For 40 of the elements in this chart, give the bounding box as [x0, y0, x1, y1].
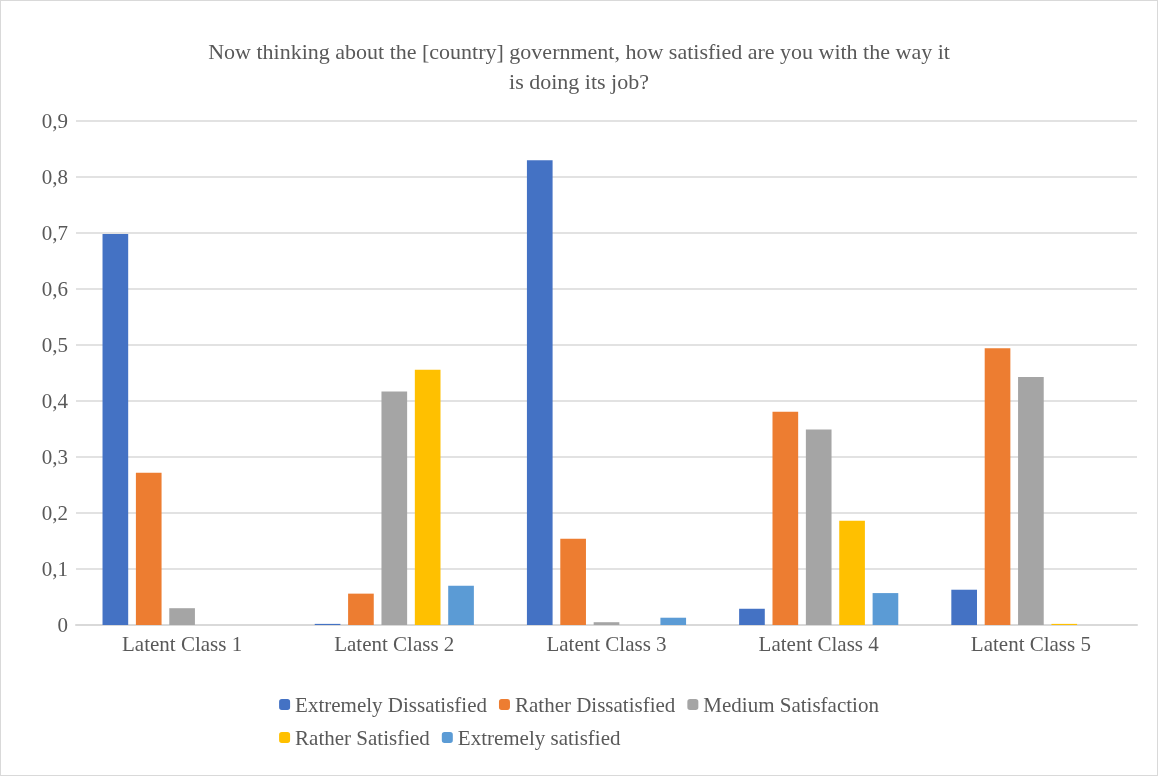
y-tick-label: 0 — [57, 613, 68, 637]
bar — [805, 429, 832, 625]
x-tick-label: Latent Class 1 — [122, 631, 243, 656]
x-tick-label: Latent Class 2 — [334, 631, 455, 656]
bar — [135, 472, 162, 625]
legend-label: Rather Satisfied — [295, 725, 431, 750]
x-tick-label: Latent Class 3 — [546, 631, 667, 656]
bar — [984, 348, 1011, 625]
legend-label: Rather Dissatisfied — [514, 692, 676, 717]
bar — [169, 608, 195, 625]
bar — [593, 622, 620, 625]
bar — [414, 369, 441, 625]
chart-title: Now thinking about the [country] government, how satisfied are you with the way it is doing its job? — [208, 38, 950, 94]
y-tick-label: 0,9 — [41, 109, 68, 133]
bar — [102, 234, 129, 625]
bar — [739, 608, 765, 625]
y-tick-label: 0,5 — [41, 333, 68, 357]
y-tick-label: 0,8 — [41, 165, 68, 189]
y-tick-label: 0,4 — [41, 389, 69, 413]
legend-label: Medium Satisfaction — [703, 692, 880, 717]
bar — [381, 391, 408, 625]
x-tick-label: Latent Class 5 — [970, 631, 1091, 656]
legend-label: Extremely Dissatisfied — [295, 692, 488, 717]
bar — [951, 589, 977, 625]
y-tick-label: 0,3 — [41, 445, 68, 469]
bar — [872, 593, 899, 625]
bar — [348, 593, 374, 625]
bar — [1018, 376, 1044, 625]
y-tick-label: 0,2 — [41, 501, 68, 525]
bar — [772, 411, 799, 625]
bar — [526, 160, 553, 625]
y-tick-label: 0,1 — [41, 557, 68, 581]
y-tick-label: 0,6 — [41, 277, 68, 301]
bar — [448, 585, 474, 625]
y-tick-label: 0,7 — [41, 221, 68, 245]
bar — [560, 538, 586, 625]
x-tick-label: Latent Class 4 — [758, 631, 880, 656]
legend-label: Extremely satisfied — [457, 725, 622, 750]
bar — [839, 520, 865, 625]
bar — [660, 617, 687, 625]
